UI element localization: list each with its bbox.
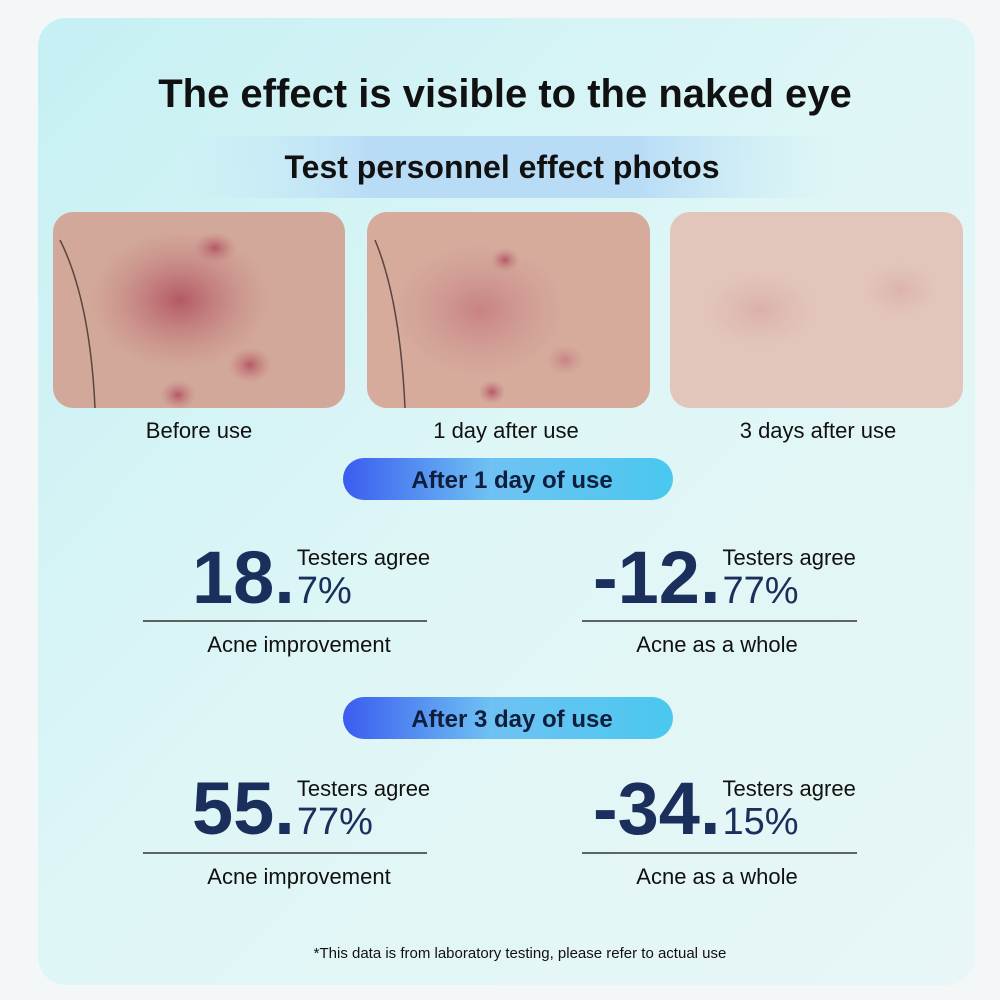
badge — [343, 458, 673, 500]
stat-small: 15% — [723, 801, 799, 843]
badge-label: After 3 day of use — [411, 706, 612, 733]
title: The effect is visible to the naked eye — [158, 72, 852, 116]
stat-note: Testers agree — [297, 545, 430, 570]
stat-big: -12. — [593, 536, 721, 619]
photo-caption: Before use — [146, 418, 252, 443]
badge-label: After 1 day of use — [411, 467, 612, 494]
photo-caption: 3 days after use — [740, 418, 897, 443]
stat-note: Testers agree — [723, 776, 856, 801]
stat-big: -34. — [593, 767, 721, 850]
photo — [367, 212, 650, 408]
stat-caption: Acne improvement — [207, 864, 390, 889]
stat-note: Testers agree — [297, 776, 430, 801]
photo — [670, 212, 963, 408]
subtitle-band — [170, 136, 840, 198]
stat-caption: Acne as a whole — [636, 632, 797, 657]
stat-big: 18. — [192, 536, 295, 619]
stat-caption: Acne improvement — [207, 632, 390, 657]
photo-caption: 1 day after use — [433, 418, 579, 443]
badge — [343, 697, 673, 739]
stat-small: 7% — [297, 570, 352, 612]
stat-small: 77% — [297, 801, 373, 843]
stat-note: Testers agree — [723, 545, 856, 570]
stat-big: 55. — [192, 767, 295, 850]
stat-small: 77% — [723, 570, 799, 612]
footnote: *This data is from laboratory testing, p… — [314, 945, 727, 962]
photo — [53, 212, 345, 408]
subtitle: Test personnel effect photos — [284, 149, 719, 185]
stat-caption: Acne as a whole — [636, 864, 797, 889]
